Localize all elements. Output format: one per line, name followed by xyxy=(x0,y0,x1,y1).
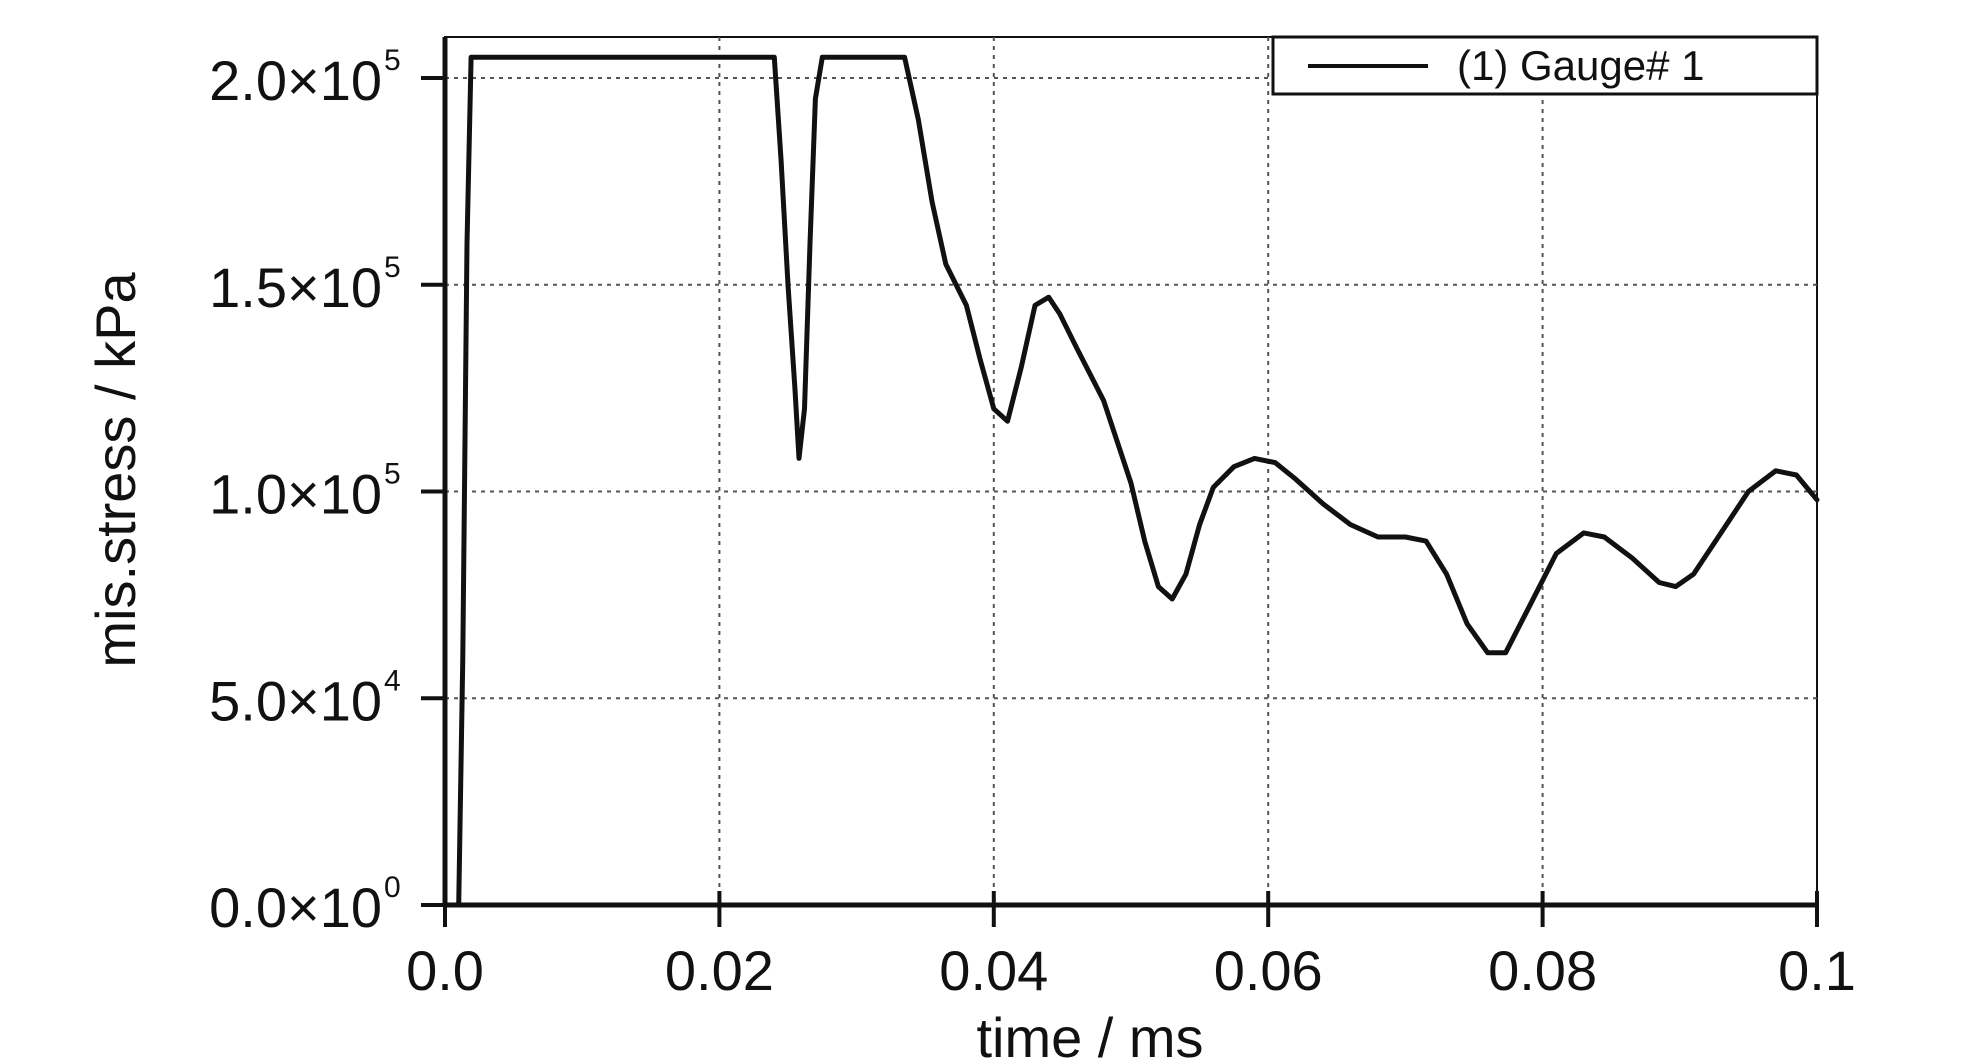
y-tick-labels: 0.0×10 05.0×10 41.0×10 51.5×10 52.0×10 5 xyxy=(209,44,401,939)
gridlines xyxy=(445,37,1817,905)
plot-frame xyxy=(444,36,1818,906)
x-tick-labels: 0.0 0.02 0.04 0.06 0.08 0.1 xyxy=(406,939,1856,1002)
y-tick-exponent: 4 xyxy=(384,664,401,697)
y-tick-label: 2.0×10 xyxy=(209,49,382,112)
x-tick-label: 0.04 xyxy=(939,939,1048,1002)
legend: (1) Gauge# 1 xyxy=(1271,35,1819,96)
x-tick-label: 0.02 xyxy=(665,939,774,1002)
axis-ticks xyxy=(421,76,1819,927)
x-tick-label: 0.1 xyxy=(1778,939,1856,1002)
series-line-gauge-1 xyxy=(442,54,1820,908)
y-axis-title: mis.stress / kPa xyxy=(84,272,147,668)
x-tick-label: 0.0 xyxy=(406,939,484,1002)
y-tick-label: 0.0×10 xyxy=(209,876,382,939)
y-tick-exponent: 5 xyxy=(384,251,401,284)
y-tick-exponent: 5 xyxy=(384,44,401,77)
y-tick-label: 1.0×10 xyxy=(209,463,382,526)
x-tick-label: 0.06 xyxy=(1214,939,1323,1002)
legend-label: (1) Gauge# 1 xyxy=(1457,42,1705,89)
y-tick-label: 1.5×10 xyxy=(209,256,382,319)
y-tick-label: 5.0×10 xyxy=(209,669,382,732)
y-tick-exponent: 0 xyxy=(384,871,401,904)
x-axis-title: time / ms xyxy=(976,1006,1203,1063)
x-tick-label: 0.08 xyxy=(1488,939,1597,1002)
y-tick-exponent: 5 xyxy=(384,458,401,491)
